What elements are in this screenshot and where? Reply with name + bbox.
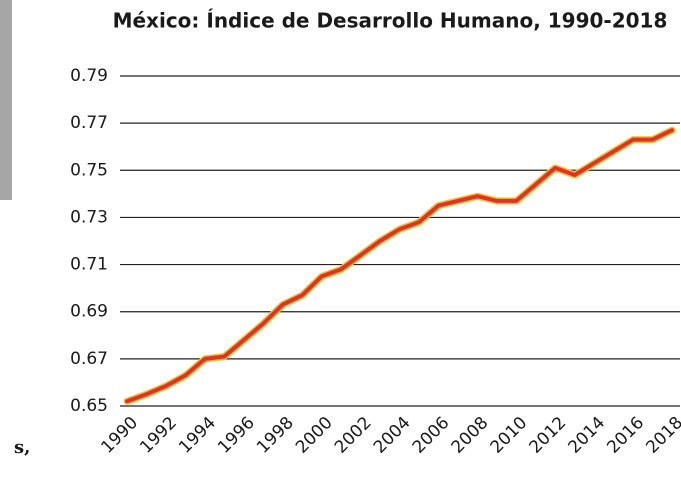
y-tick-label: 0.65 xyxy=(70,396,108,416)
x-tick-label: 1998 xyxy=(253,413,298,458)
x-tick-label: 2000 xyxy=(292,413,337,458)
x-tick-label: 1990 xyxy=(97,413,142,458)
y-tick-label: 0.67 xyxy=(70,349,108,369)
x-tick-label: 1992 xyxy=(136,413,181,458)
y-tick-label: 0.73 xyxy=(70,207,108,227)
y-tick-label: 0.69 xyxy=(70,302,108,322)
y-tick-label: 0.75 xyxy=(70,160,108,180)
chart: México: Índice de Desarrollo Humano, 199… xyxy=(0,0,681,488)
x-tick-label: 2010 xyxy=(487,413,532,458)
scan-edge xyxy=(0,0,12,200)
y-tick-label: 0.79 xyxy=(70,66,108,86)
x-tick-label: 2004 xyxy=(370,413,415,458)
x-tick-label: 2012 xyxy=(526,413,571,458)
x-tick-label: 2002 xyxy=(331,413,376,458)
y-tick-label: 0.71 xyxy=(70,255,108,275)
x-tick-label: 1996 xyxy=(214,413,259,458)
x-tick-label: 1994 xyxy=(175,413,220,458)
x-tick-label: 2006 xyxy=(409,413,454,458)
x-tick-label: 2008 xyxy=(448,413,493,458)
x-tick-label: 2016 xyxy=(603,413,648,458)
x-tick-label: 2018 xyxy=(642,413,681,458)
x-tick-label: 2014 xyxy=(564,413,609,458)
y-tick-label: 0.77 xyxy=(70,113,108,133)
margin-text: s, xyxy=(14,437,30,458)
chart-title: México: Índice de Desarrollo Humano, 199… xyxy=(113,9,668,33)
